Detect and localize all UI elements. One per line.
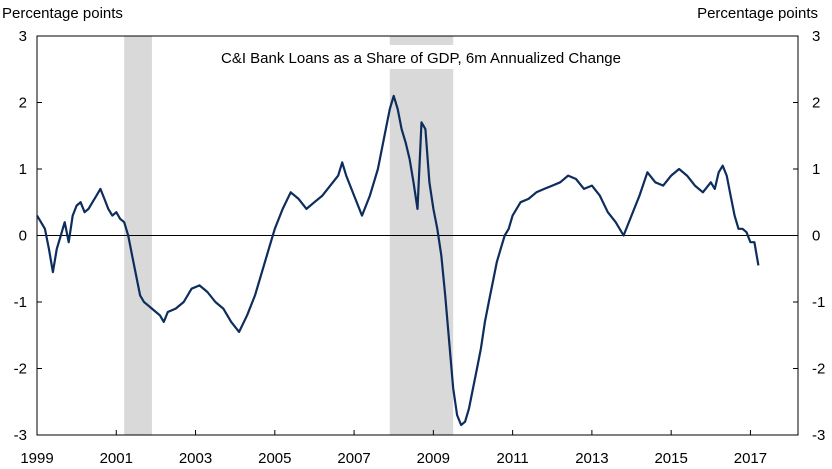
x-tick-label: 2001 <box>100 450 133 467</box>
left-tick-label: -3 <box>14 427 27 444</box>
left-tick-label: 2 <box>19 95 27 112</box>
x-tick-label: 2005 <box>258 450 291 467</box>
right-tick-label: -1 <box>812 294 825 311</box>
right-tick-label: 2 <box>812 95 820 112</box>
right-tick-label: 1 <box>812 161 820 178</box>
x-tick-label: 2013 <box>575 450 608 467</box>
chart-title: C&I Bank Loans as a Share of GDP, 6m Ann… <box>221 50 621 67</box>
x-tick-label: 2007 <box>337 450 370 467</box>
x-tick-label: 1999 <box>20 450 53 467</box>
x-tick-label: 2017 <box>734 450 767 467</box>
left-tick-label: 0 <box>19 228 27 245</box>
x-axis-ticks: 1999 2001 2003 2005 2007 2009 2011 2013 2015 2017 <box>20 430 767 467</box>
series-line-1 <box>36 94 760 427</box>
left-tick-label: 1 <box>19 161 27 178</box>
x-tick-label: 2011 <box>496 450 528 467</box>
title-background <box>176 45 666 69</box>
right-axis-ticks: 3 2 1 0 -1 -2 -3 <box>793 28 825 444</box>
x-tick-label: 2015 <box>654 450 687 467</box>
left-tick-label: -2 <box>14 361 27 378</box>
x-tick-label: 2003 <box>179 450 212 467</box>
left-tick-label: 3 <box>19 28 27 45</box>
right-tick-label: 0 <box>812 228 820 245</box>
right-tick-label: 3 <box>812 28 820 45</box>
series-group <box>36 94 760 427</box>
x-tick-label: 2009 <box>417 450 450 467</box>
right-tick-label: -2 <box>812 361 825 378</box>
right-tick-label: -3 <box>812 427 825 444</box>
left-axis-unit-label: Percentage points <box>2 5 123 22</box>
left-tick-label: -1 <box>14 294 27 311</box>
right-axis-unit-label: Percentage points <box>697 5 818 22</box>
left-axis-ticks: 3 2 1 0 -1 -2 -3 <box>14 28 42 444</box>
